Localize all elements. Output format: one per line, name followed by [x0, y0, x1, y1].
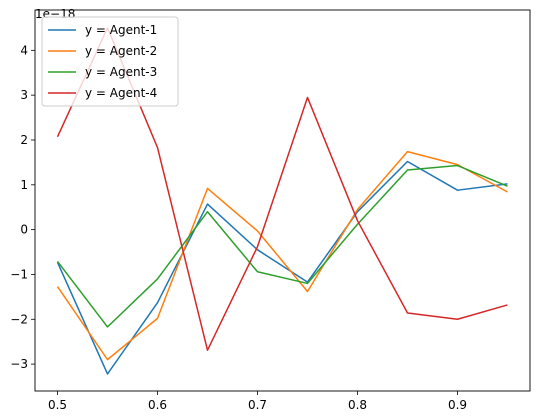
series-line-agent-2 — [56, 150, 508, 361]
y-tick-label: 0 — [20, 223, 28, 237]
x-tick-label: 0.9 — [448, 398, 467, 412]
y-tick-label: −1 — [10, 267, 28, 281]
y-tick-label: −2 — [10, 312, 28, 326]
legend-label: y = Agent-3 — [85, 65, 157, 79]
legend: y = Agent-1 y = Agent-2 y = Agent-3 y = Age… — [41, 16, 179, 107]
x-tick-label: 0.5 — [48, 398, 67, 412]
x-tick-label: 0.7 — [248, 398, 267, 412]
x-tick-label: 0.6 — [148, 398, 167, 412]
y-tick-label: −3 — [10, 357, 28, 371]
y-axis-ticks: −3 −2 −1 0 1 2 3 4 — [10, 43, 35, 371]
legend-label: y = Agent-1 — [85, 23, 157, 37]
y-tick-label: 4 — [20, 43, 28, 57]
series-line-agent-3 — [56, 164, 508, 328]
y-tick-label: 1 — [20, 178, 28, 192]
legend-label: y = Agent-4 — [85, 86, 157, 100]
legend-box — [41, 16, 179, 107]
plot-frame — [34, 9, 531, 392]
y-tick-label: 3 — [20, 88, 28, 102]
legend-label: y = Agent-2 — [85, 44, 157, 58]
series-line-agent-1 — [56, 160, 508, 375]
x-axis-ticks: 0.5 0.6 0.7 0.8 0.9 — [48, 391, 467, 412]
y-tick-label: 2 — [20, 133, 28, 147]
x-tick-label: 0.8 — [348, 398, 367, 412]
